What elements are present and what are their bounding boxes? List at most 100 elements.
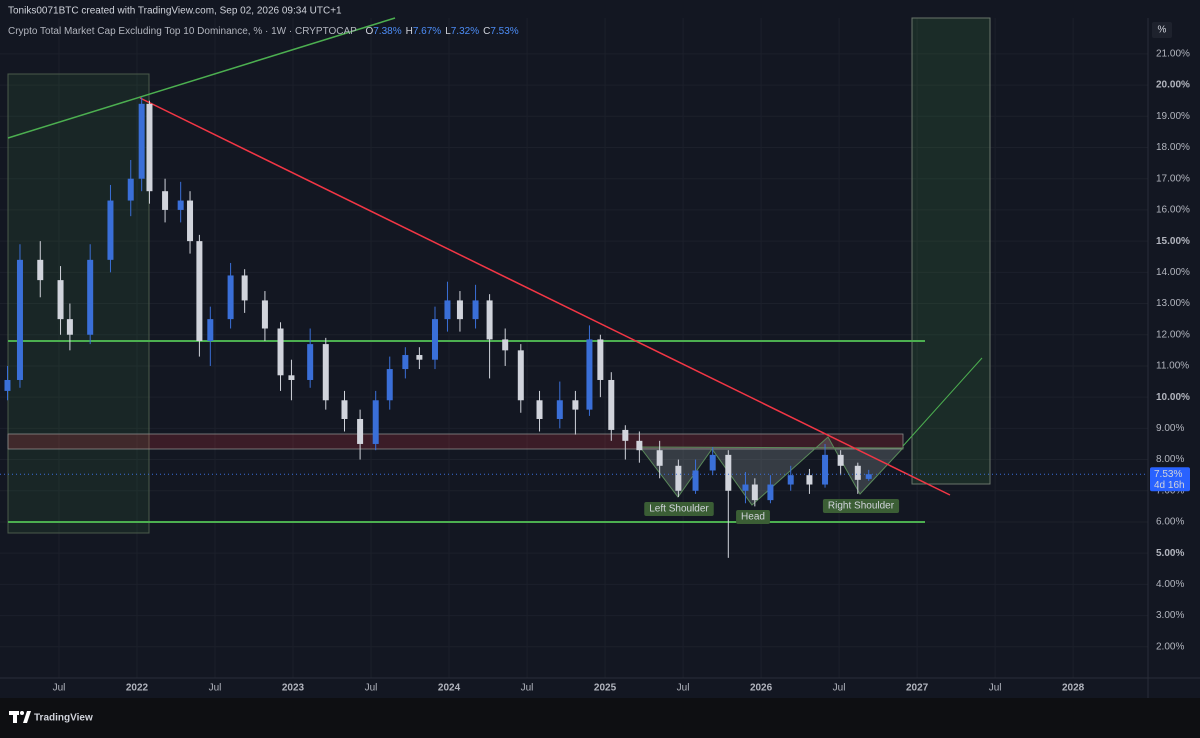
y-tick-label: 16.00% — [1156, 205, 1190, 216]
annotation: Right Shoulder — [828, 501, 895, 512]
annotation: Head — [741, 512, 765, 523]
annotation-box — [822, 499, 900, 513]
candle-body — [517, 350, 524, 401]
x-tick-label: Jul — [365, 683, 378, 694]
legend-key: H — [406, 26, 413, 37]
candle-body — [37, 259, 44, 281]
y-tick-label: 15.00% — [1156, 236, 1190, 247]
candle-body — [386, 369, 393, 401]
candle-body — [241, 275, 248, 301]
last-price-label: 7.53% — [1154, 469, 1182, 480]
countdown: 4d 16h — [1154, 480, 1185, 491]
y-tick-label: 9.00% — [1156, 423, 1184, 434]
candle-body — [138, 103, 145, 179]
x-tick-label: Jul — [53, 683, 66, 694]
candle-body — [177, 200, 184, 210]
legend-key: L — [445, 26, 451, 37]
legend-key: O — [365, 26, 373, 37]
candle-body — [822, 454, 829, 485]
drawings — [7, 17, 991, 534]
candle-body — [572, 400, 579, 410]
candle-body — [261, 300, 268, 329]
candles — [4, 97, 872, 558]
candle-body — [536, 400, 543, 419]
candle-body — [622, 429, 629, 441]
head-shoulders-pattern — [638, 436, 905, 506]
x-tick-label: Jul — [677, 683, 690, 694]
time-axis — [0, 678, 1148, 698]
candle-body — [456, 300, 463, 320]
y-tick-label: 6.00% — [1156, 517, 1184, 528]
resistance-zone — [7, 433, 904, 450]
candle-body — [127, 178, 134, 201]
candle-body — [227, 275, 234, 320]
y-tick-label: 12.00% — [1156, 329, 1190, 340]
unit-box — [1152, 22, 1172, 38]
trend-line — [7, 17, 396, 139]
y-tick-label: 8.00% — [1156, 454, 1184, 465]
candle-body — [854, 465, 861, 480]
y-tick-label: 14.00% — [1156, 267, 1190, 278]
candle-body — [416, 355, 423, 360]
candle-body — [402, 355, 409, 370]
candle-body — [597, 339, 604, 380]
annotation-box — [736, 510, 770, 524]
candle-body — [656, 450, 663, 466]
projection-line — [902, 357, 983, 447]
candle-body — [742, 484, 749, 491]
candle-body — [787, 475, 794, 485]
logo-mark — [9, 711, 31, 723]
candle-body — [207, 319, 214, 341]
candle-body — [57, 280, 64, 320]
candle-body — [187, 200, 194, 242]
annotation-box — [644, 502, 714, 516]
x-tick-label: Jul — [209, 683, 222, 694]
x-tick-label: Jul — [833, 683, 846, 694]
candle-body — [431, 319, 438, 360]
candle-body — [608, 379, 615, 430]
candle-body — [837, 454, 844, 466]
legend-value: 7.38% — [373, 26, 401, 37]
logo-text: TradingView — [34, 713, 93, 724]
legend-value: 7.67% — [413, 26, 441, 37]
candle-body — [692, 470, 699, 491]
candle-body — [288, 375, 295, 380]
price-axis — [1148, 18, 1200, 678]
candle-body — [636, 440, 643, 451]
legend-key: C — [483, 26, 490, 37]
candle-body — [556, 400, 563, 419]
zone-left — [7, 73, 150, 534]
x-tick-label: 2027 — [906, 683, 929, 694]
candle-body — [322, 344, 329, 401]
candle-body — [675, 465, 682, 491]
y-tick-label: 2.00% — [1156, 641, 1184, 652]
target-zone — [911, 17, 991, 485]
candle-body — [196, 241, 203, 341]
candle-body — [66, 319, 73, 335]
candle-body — [767, 484, 774, 501]
candle-body — [107, 200, 114, 260]
legend-value: 7.32% — [451, 26, 479, 37]
candle-body — [865, 474, 872, 479]
candle-body — [709, 454, 716, 471]
series-legend: Crypto Total Market Cap Excluding Top 10… — [8, 26, 519, 37]
y-tick-label: 11.00% — [1156, 361, 1189, 372]
last-price-box — [1150, 467, 1190, 492]
trend-line — [139, 97, 951, 496]
author-line: Toniks0071BTC created with TradingView.c… — [8, 6, 342, 17]
x-tick-label: 2026 — [750, 683, 773, 694]
candle-body — [725, 454, 732, 491]
x-tick-label: Jul — [521, 683, 534, 694]
candle-body — [277, 328, 284, 376]
x-tick-label: Jul — [989, 683, 1002, 694]
x-tick-label: 2022 — [126, 683, 149, 694]
y-tick-label: 18.00% — [1156, 142, 1190, 153]
annotation: Left Shoulder — [649, 504, 709, 515]
x-tick-label: 2025 — [594, 683, 617, 694]
candle-body — [751, 484, 758, 501]
y-tick-label: 4.00% — [1156, 579, 1184, 590]
y-tick-label: 10.00% — [1156, 392, 1190, 403]
candle-body — [162, 191, 169, 210]
candle-body — [16, 259, 23, 380]
